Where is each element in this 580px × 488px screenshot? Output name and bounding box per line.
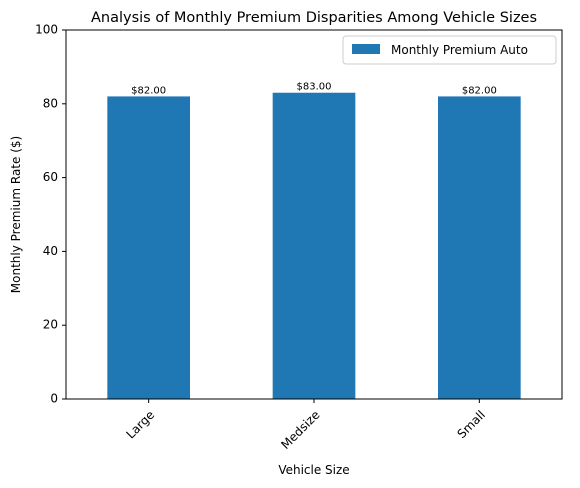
y-tick-label: 60 xyxy=(43,170,58,184)
x-tick-label-medsize: Medsize xyxy=(278,408,322,452)
legend-swatch xyxy=(352,44,380,54)
bar-large xyxy=(107,96,190,400)
legend: Monthly Premium Auto xyxy=(342,35,557,65)
plot-frame xyxy=(65,29,563,400)
x-tick-label-large: Large xyxy=(123,408,157,442)
bar-small xyxy=(438,96,521,400)
data-label-small: $82.00 xyxy=(462,85,497,96)
chart-title: Analysis of Monthly Premium Disparities … xyxy=(91,10,537,26)
legend-box xyxy=(342,35,557,65)
legend-label: Monthly Premium Auto xyxy=(391,43,528,57)
x-axis-label: Vehicle Size xyxy=(278,463,349,477)
y-axis-label: Monthly Premium Rate ($) xyxy=(9,136,23,293)
y-tick-label: 40 xyxy=(43,244,58,258)
y-tick-label: 80 xyxy=(43,96,58,110)
data-labels-group: $82.00 $83.00 $82.00 xyxy=(131,82,497,97)
x-tick-label-small: Small xyxy=(454,408,487,441)
bars-group xyxy=(107,92,521,400)
x-axis: Large Medsize Small xyxy=(123,399,488,452)
y-tick-label: 100 xyxy=(35,23,58,37)
bar-medsize xyxy=(272,92,356,399)
y-axis: 0 20 40 60 80 100 xyxy=(35,23,66,406)
y-tick-label: 0 xyxy=(50,392,58,406)
y-tick-label: 20 xyxy=(43,318,58,332)
data-label-large: $82.00 xyxy=(131,85,166,96)
data-label-medsize: $83.00 xyxy=(297,82,332,93)
